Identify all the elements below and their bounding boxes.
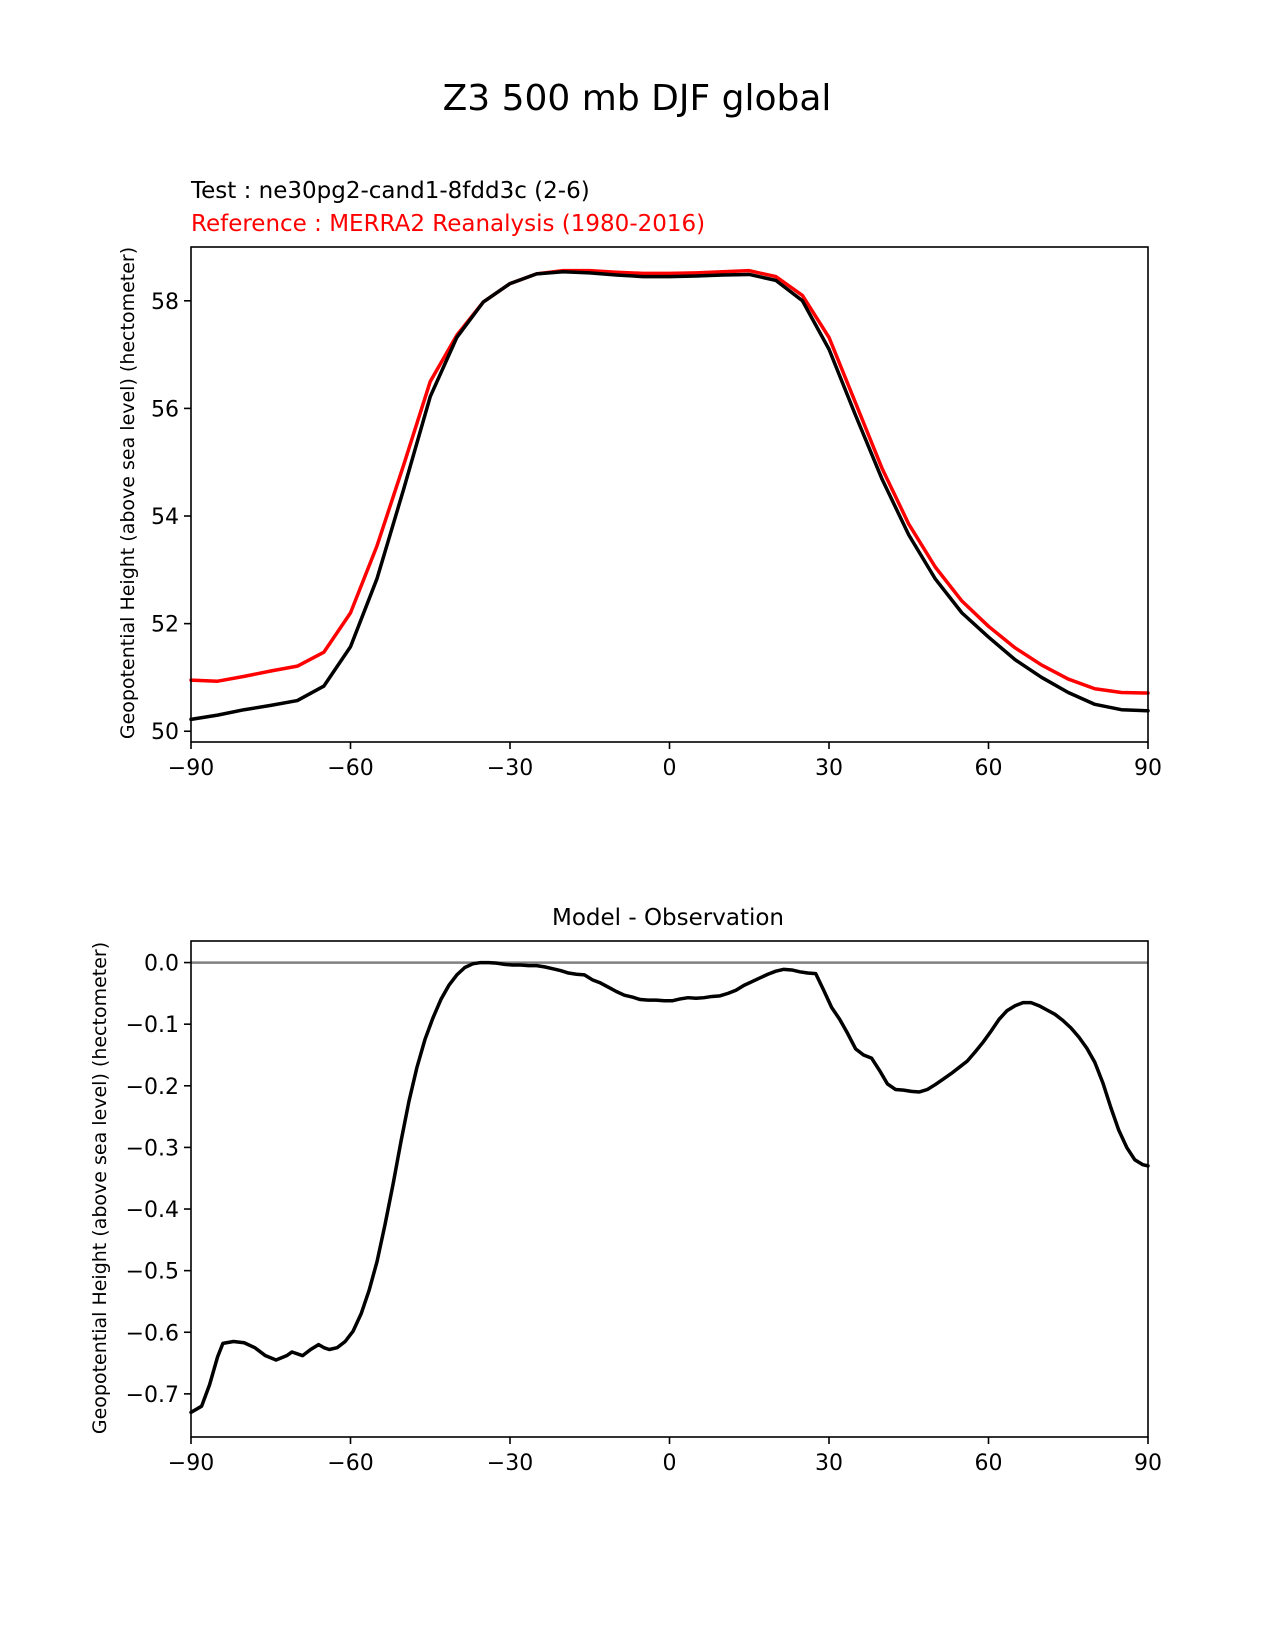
- x-tick-label: −30: [487, 756, 533, 781]
- top-panel: Test : ne30pg2-cand1-8fdd3c (2-6) Refere…: [117, 178, 1162, 781]
- x-tick-label: −60: [327, 756, 373, 781]
- test-line: [189, 270, 1150, 722]
- x-tick-label: 30: [815, 1451, 843, 1476]
- top-plot-area: −90 −60 −30 0 30 60 90 50 52 54 56 58: [151, 246, 1162, 781]
- bottom-ylabel: Geopotential Height (above sea level) (h…: [89, 942, 111, 1434]
- x-tick-label: −90: [168, 1451, 214, 1476]
- reference-line: [189, 268, 1150, 695]
- x-tick-label: 0: [663, 1451, 677, 1476]
- x-tick-label: −60: [327, 1451, 373, 1476]
- y-tick-label: −0.1: [126, 1013, 179, 1038]
- y-tick-label: −0.6: [126, 1321, 179, 1346]
- top-ylabel: Geopotential Height (above sea level) (h…: [117, 247, 139, 739]
- bottom-title: Model - Observation: [552, 905, 784, 931]
- bottom-panel: Model - Observation Geopotential Height …: [89, 905, 1162, 1476]
- y-tick-label: 52: [151, 613, 179, 638]
- y-tick-label: 58: [151, 290, 179, 315]
- x-tick-label: 0: [663, 756, 677, 781]
- y-tick-label: −0.3: [126, 1136, 179, 1161]
- y-tick-label: 0.0: [144, 952, 179, 977]
- x-tick-label: 60: [975, 1451, 1003, 1476]
- reference-label: Reference : MERRA2 Reanalysis (1980-2016…: [191, 211, 705, 237]
- x-tick-label: −30: [487, 1451, 533, 1476]
- figure-title: Z3 500 mb DJF global: [443, 78, 832, 119]
- y-tick-label: −0.2: [126, 1075, 179, 1100]
- x-tick-label: 30: [815, 756, 843, 781]
- x-tick-label: 90: [1134, 1451, 1162, 1476]
- y-tick-label: −0.5: [126, 1260, 179, 1285]
- test-label: Test : ne30pg2-cand1-8fdd3c (2-6): [190, 178, 590, 204]
- x-tick-label: 60: [975, 756, 1003, 781]
- x-tick-label: 90: [1134, 756, 1162, 781]
- bottom-plot-area: −90 −60 −30 0 30 60 90 0.0 −0.1 −0.2 −0.3 −0.4 −0.5 −…: [126, 940, 1162, 1476]
- x-tick-label: −90: [168, 756, 214, 781]
- y-tick-label: 56: [151, 397, 179, 422]
- difference-line: [189, 960, 1150, 1415]
- y-tick-label: 50: [151, 720, 179, 745]
- y-tick-label: 54: [151, 505, 179, 530]
- y-tick-label: −0.4: [126, 1198, 179, 1223]
- y-tick-label: −0.7: [126, 1383, 179, 1408]
